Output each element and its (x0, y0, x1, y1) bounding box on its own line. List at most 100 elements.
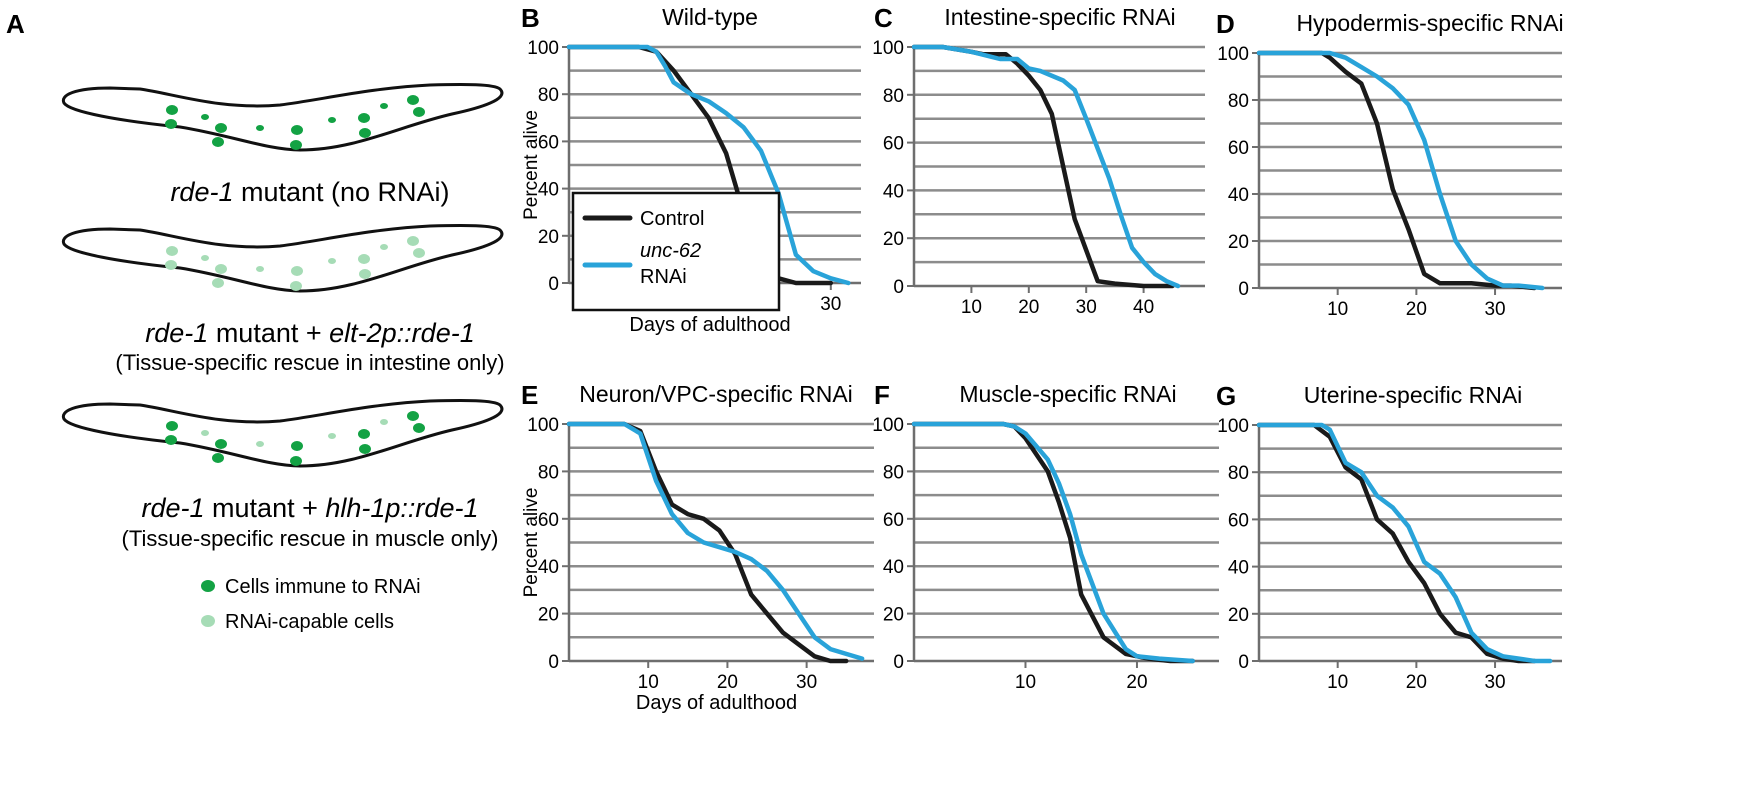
y-tick-label: 20 (1228, 232, 1249, 253)
rnai-survival-line (911, 44, 1181, 289)
immune-cell (215, 123, 227, 133)
x-tick-label: 30 (1484, 299, 1505, 320)
worm-3-caption: rde-1 mutant + hlh-1p::rde-1 (142, 493, 479, 523)
legend-rnai-label-gene: unc-62 (640, 240, 701, 262)
x-tick-label: 30 (1076, 297, 1097, 318)
immune-cell (165, 435, 177, 445)
panel-a-worm-diagrams: A rde-1 mutant (no RNAi) rde-1 mutant + … (6, 9, 505, 633)
immune-cell (256, 125, 264, 131)
y-tick-label: 100 (1217, 416, 1249, 437)
worm-2-caption: rde-1 mutant + elt-2p::rde-1 (145, 318, 474, 348)
panel-letter-f: F (874, 380, 890, 410)
rnai-capable-cell (413, 248, 425, 258)
legend: Control unc-62 RNAi (571, 191, 781, 312)
rnai-capable-cell (201, 430, 209, 436)
control-survival-line (1256, 422, 1537, 664)
rnai-capable-cell (256, 441, 264, 447)
y-tick-label: 100 (872, 38, 904, 59)
worm-1-caption: rde-1 mutant (no RNAi) (170, 177, 449, 207)
immune-cell (165, 119, 177, 129)
worm-2 (61, 223, 504, 293)
rnai-survival-line (1256, 50, 1545, 291)
rnai-capable-cell (166, 246, 178, 256)
worm-2-caption-italic2: elt-2p::rde-1 (329, 318, 475, 348)
chart-title: Uterine-specific RNAi (1304, 382, 1523, 408)
y-tick-label: 40 (538, 557, 559, 578)
immune-cell (201, 114, 209, 120)
y-tick-label: 100 (527, 415, 559, 436)
y-tick-label: 60 (1228, 138, 1249, 159)
immune-cell (291, 441, 303, 451)
immune-cell (413, 107, 425, 117)
chart-title: Wild-type (662, 4, 758, 30)
rnai-capable-cell (358, 254, 370, 264)
key-dark-cell-swatch (201, 580, 215, 592)
chart-title: Hypodermis-specific RNAi (1296, 10, 1563, 36)
immune-cell (358, 429, 370, 439)
rnai-capable-cell (256, 266, 264, 272)
y-tick-label: 80 (538, 462, 559, 483)
y-tick-label: 0 (1238, 652, 1249, 673)
x-tick-label: 30 (796, 672, 817, 693)
chart-panel-g: 0 20 40 60 80 100 10 20 30 G Uterine-specific RNAi (1216, 381, 1562, 693)
rnai-survival-line (566, 44, 851, 286)
y-tick-label: 40 (1228, 185, 1249, 206)
x-tick-label: 20 (1406, 672, 1427, 693)
immune-cell (413, 423, 425, 433)
x-tick-label: 30 (820, 294, 841, 315)
immune-cell (290, 456, 302, 466)
y-tick-label: 20 (538, 605, 559, 626)
immune-cell (407, 411, 419, 421)
x-tick-label: 20 (1406, 299, 1427, 320)
y-tick-label: 60 (538, 510, 559, 531)
y-tick-label: 0 (548, 652, 559, 673)
rnai-survival-line (911, 421, 1195, 664)
y-tick-label: 100 (1217, 44, 1249, 65)
y-tick-label: 80 (1228, 91, 1249, 112)
immune-cell (166, 105, 178, 115)
worm-3-caption-italic2: hlh-1p::rde-1 (325, 493, 478, 523)
chart-panel-d: 0 20 40 60 80 100 10 20 30 D Hypodermis-specific R… (1216, 9, 1564, 320)
rnai-capable-cell (380, 244, 388, 250)
immune-cell (212, 137, 224, 147)
worm-1-caption-italic: rde-1 (170, 177, 233, 207)
immune-cell (290, 140, 302, 150)
y-axis-label: Percent alive (521, 488, 542, 598)
rnai-capable-cell (407, 236, 419, 246)
rnai-capable-cell (359, 269, 371, 279)
x-tick-label: 10 (1015, 672, 1036, 693)
x-tick-label: 20 (1018, 297, 1039, 318)
worm-body-outline (61, 82, 504, 152)
x-axis-label: Days of adulthood (636, 692, 797, 714)
y-tick-label: 80 (883, 462, 904, 483)
immune-cell (291, 125, 303, 135)
chart-title: Intestine-specific RNAi (944, 4, 1175, 30)
immune-cell (328, 117, 336, 123)
x-axis-label: Days of adulthood (629, 314, 790, 336)
immune-cell (215, 439, 227, 449)
chart-panel-f: 0 20 40 60 80 100 10 20 F Muscle-specific RNAi (872, 380, 1219, 693)
y-tick-label: 0 (548, 274, 559, 295)
x-tick-label: 10 (961, 297, 982, 318)
y-tick-label: 20 (883, 229, 904, 250)
y-tick-label: 60 (538, 132, 559, 153)
key-dark-cell-label: Cells immune to RNAi (225, 576, 421, 598)
y-tick-label: 40 (538, 180, 559, 201)
y-tick-label: 20 (1228, 605, 1249, 626)
panel-letter-g: G (1216, 381, 1236, 411)
legend-control-label: Control (640, 208, 704, 230)
y-tick-label: 20 (538, 227, 559, 248)
key-light-cell-swatch (201, 615, 215, 627)
key-light-cell-label: RNAi-capable cells (225, 611, 394, 633)
immune-cell (166, 421, 178, 431)
y-tick-label: 0 (893, 277, 904, 298)
worm-1 (61, 82, 504, 152)
worm-body-outline (61, 223, 504, 293)
worm-3-subcaption: (Tissue-specific rescue in muscle only) (122, 526, 499, 551)
worm-body-outline (61, 398, 504, 468)
chart-panel-e: 0 20 40 60 80 100 10 20 30 E Neuron/VPC-specific R… (521, 380, 874, 714)
worm-3 (61, 398, 504, 468)
rnai-capable-cell (328, 258, 336, 264)
immune-cell (358, 113, 370, 123)
